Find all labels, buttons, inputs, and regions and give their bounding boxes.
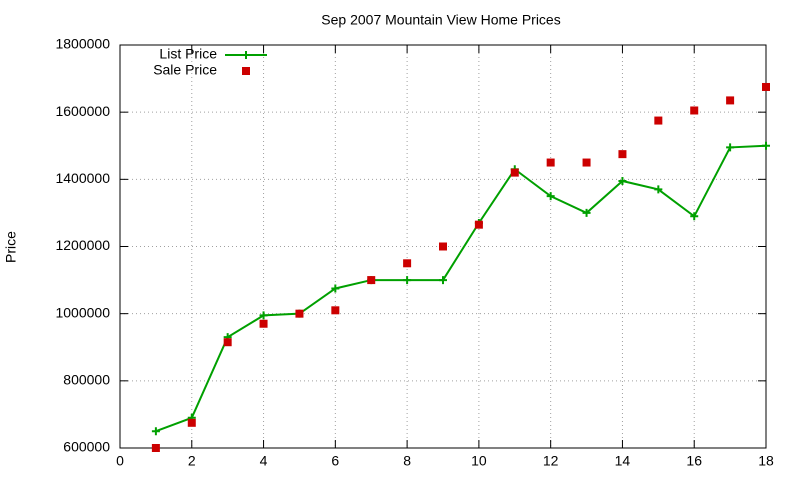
x-tick-label: 12 bbox=[543, 453, 559, 469]
point-marker bbox=[762, 82, 770, 91]
y-tick-label: 1800000 bbox=[55, 36, 110, 52]
point-marker bbox=[546, 158, 555, 167]
x-tick-label: 6 bbox=[331, 453, 339, 469]
legend-label: List Price bbox=[159, 46, 217, 62]
legend-marker bbox=[242, 67, 250, 75]
point-marker bbox=[618, 177, 627, 186]
point-marker bbox=[151, 427, 160, 436]
legend-label: Sale Price bbox=[153, 62, 217, 78]
point-marker bbox=[690, 106, 699, 115]
point-marker bbox=[295, 309, 304, 318]
point-marker bbox=[259, 311, 268, 320]
point-marker bbox=[331, 306, 340, 315]
y-tick-label: 800000 bbox=[63, 372, 110, 388]
x-tick-label: 14 bbox=[615, 453, 631, 469]
point-marker bbox=[439, 276, 447, 285]
y-tick-label: 1600000 bbox=[55, 103, 110, 119]
y-tick-label: 1200000 bbox=[55, 237, 110, 253]
y-tick-label: 1000000 bbox=[55, 304, 110, 320]
legend-marker bbox=[242, 51, 250, 59]
point-marker bbox=[223, 338, 232, 347]
point-marker bbox=[187, 418, 196, 427]
x-tick-label: 8 bbox=[403, 453, 411, 469]
point-marker bbox=[403, 259, 412, 268]
plot-border bbox=[119, 44, 767, 449]
point-marker bbox=[259, 319, 268, 328]
point-marker bbox=[151, 444, 160, 452]
point-marker bbox=[654, 116, 663, 125]
point-marker bbox=[439, 242, 447, 251]
point-marker bbox=[618, 150, 627, 159]
point-marker bbox=[403, 276, 412, 285]
point-marker bbox=[546, 192, 555, 201]
point-marker bbox=[331, 284, 340, 293]
point-marker bbox=[726, 143, 735, 152]
y-tick-label: 1400000 bbox=[55, 170, 110, 186]
point-marker bbox=[690, 212, 699, 221]
y-axis-label: Price bbox=[3, 231, 19, 263]
x-tick-label: 2 bbox=[188, 453, 196, 469]
point-marker bbox=[510, 168, 519, 177]
point-marker bbox=[367, 276, 376, 285]
x-tick-label: 0 bbox=[116, 453, 124, 469]
x-tick-label: 4 bbox=[260, 453, 268, 469]
point-marker bbox=[654, 185, 663, 194]
y-tick-label: 600000 bbox=[63, 439, 110, 455]
point-marker bbox=[762, 141, 770, 150]
series-line bbox=[155, 144, 767, 433]
point-marker bbox=[474, 220, 483, 229]
x-tick-label: 10 bbox=[471, 453, 487, 469]
chart-title: Sep 2007 Mountain View Home Prices bbox=[321, 12, 560, 28]
x-tick-label: 18 bbox=[758, 453, 774, 469]
point-marker bbox=[582, 208, 591, 217]
point-marker bbox=[726, 96, 735, 105]
point-marker bbox=[582, 158, 591, 167]
x-tick-label: 16 bbox=[686, 453, 702, 469]
